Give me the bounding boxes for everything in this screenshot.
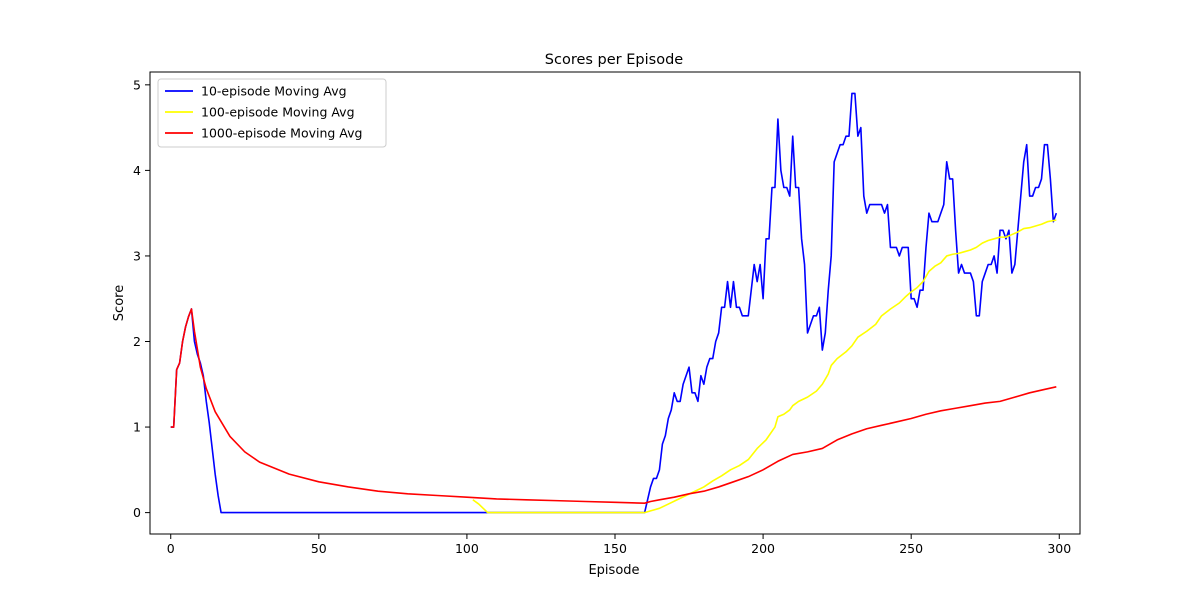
x-tick-label: 200	[751, 541, 775, 556]
chart-title: Scores per Episode	[545, 52, 683, 68]
x-tick-label: 150	[603, 541, 627, 556]
x-tick-label: 50	[311, 541, 327, 556]
legend: 10-episode Moving Avg 100-episode Moving …	[157, 78, 387, 148]
y-tick-label: 1	[133, 420, 141, 435]
series-line-3	[170, 308, 1057, 504]
x-axis-label: Episode	[588, 563, 639, 578]
y-tick-label: 5	[133, 77, 141, 92]
x-tick-label: 300	[1047, 541, 1071, 556]
y-tick-label: 4	[133, 163, 141, 178]
x-tick-label: 0	[167, 541, 175, 556]
y-tick-label: 0	[133, 505, 141, 520]
x-axis-ticks: 0 50 100 150 200 250 300	[167, 534, 1071, 556]
legend-label-1: 10-episode Moving Avg	[201, 84, 347, 99]
series-layer	[170, 92, 1058, 514]
y-tick-label: 2	[133, 334, 141, 349]
series-line-1	[170, 92, 1058, 514]
legend-label-3: 1000-episode Moving Avg	[201, 126, 362, 141]
x-tick-label: 100	[455, 541, 479, 556]
y-tick-label: 3	[133, 248, 141, 263]
legend-box	[157, 78, 387, 148]
legend-label-2: 100-episode Moving Avg	[201, 105, 355, 120]
plot-area	[149, 71, 1081, 535]
series-line-2	[472, 219, 1057, 514]
x-tick-label: 250	[899, 541, 923, 556]
y-axis-label: Score	[112, 285, 127, 321]
y-axis-ticks: 0 1 2 3 4 5	[133, 77, 150, 520]
